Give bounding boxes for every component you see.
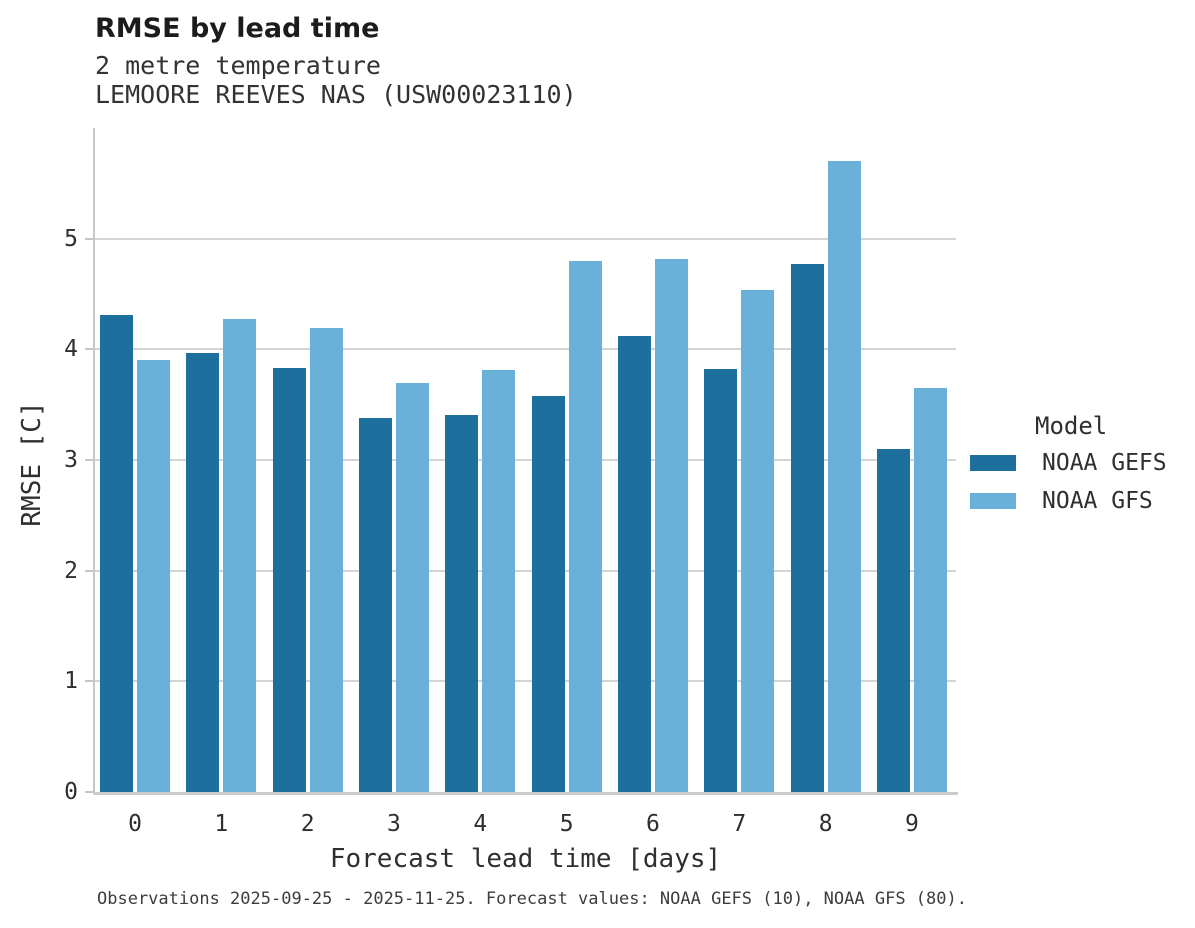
bar-noaa-gfs-lead-1 xyxy=(223,319,257,792)
bar-noaa-gfs-lead-5 xyxy=(568,261,602,792)
y-tick-label-3: 3 xyxy=(64,447,78,473)
bar-noaa-gefs-lead-8 xyxy=(790,264,824,792)
legend: Model NOAA GEFS NOAA GFS xyxy=(970,412,1167,526)
plot-area xyxy=(95,128,956,792)
chart-subtitle-variable: 2 metre temperature xyxy=(95,51,381,80)
gridline-y-2 xyxy=(95,569,956,572)
x-tick-label-6: 6 xyxy=(646,811,660,837)
x-tick-label-4: 4 xyxy=(473,811,488,837)
bar-noaa-gfs-lead-7 xyxy=(741,290,775,792)
x-axis-title: Forecast lead time [days] xyxy=(329,844,722,874)
bar-noaa-gfs-lead-9 xyxy=(913,388,947,792)
bar-noaa-gfs-lead-6 xyxy=(654,259,688,792)
x-tick-label-8: 8 xyxy=(818,811,833,837)
x-tick-label-7: 7 xyxy=(732,811,747,837)
bar-noaa-gefs-lead-3 xyxy=(358,418,392,792)
chart-title: RMSE by lead time xyxy=(95,13,380,44)
chart-header: RMSE by lead time 2 metre temperature LE… xyxy=(95,13,577,110)
x-tick-label-0: 0 xyxy=(128,811,142,837)
x-tick-label-9: 9 xyxy=(905,811,919,837)
y-axis-line xyxy=(93,128,95,792)
y-tick-mark-3 xyxy=(85,459,93,461)
bar-noaa-gfs-lead-3 xyxy=(395,383,429,792)
bar-noaa-gefs-lead-6 xyxy=(617,336,651,792)
y-tick-label-5: 5 xyxy=(64,225,78,252)
y-tick-label-2: 2 xyxy=(64,557,78,584)
y-tick-mark-5 xyxy=(85,237,93,240)
y-tick-mark-2 xyxy=(85,569,93,572)
x-tick-label-3: 3 xyxy=(387,811,401,837)
gridline-y-1 xyxy=(95,680,956,683)
bar-noaa-gfs-lead-2 xyxy=(309,328,343,792)
bar-noaa-gefs-lead-2 xyxy=(272,368,306,792)
y-tick-mark-0 xyxy=(85,791,93,793)
bar-noaa-gefs-lead-1 xyxy=(186,353,220,792)
bar-noaa-gefs-lead-4 xyxy=(445,415,479,792)
x-tick-label-1: 1 xyxy=(214,811,229,837)
y-tick-label-0: 0 xyxy=(64,779,78,805)
y-tick-mark-1 xyxy=(85,680,93,683)
y-tick-label-1: 1 xyxy=(64,668,78,695)
legend-title: Model xyxy=(1035,412,1108,440)
y-tick-label-4: 4 xyxy=(64,336,78,363)
y-axis-title: RMSE [C] xyxy=(17,401,47,527)
legend-swatch-noaa-gfs xyxy=(970,493,1016,509)
x-tick-label-2: 2 xyxy=(300,811,315,837)
bar-noaa-gfs-lead-4 xyxy=(482,370,516,792)
bar-noaa-gefs-lead-7 xyxy=(704,369,738,792)
legend-swatch-noaa-gefs xyxy=(970,455,1016,471)
gridline-y-4 xyxy=(95,348,956,351)
legend-label-noaa-gefs: NOAA GEFS xyxy=(1042,450,1167,476)
x-axis-line xyxy=(93,792,958,795)
x-tick-label-5: 5 xyxy=(559,811,574,837)
chart-subtitle-station: LEMOORE REEVES NAS (USW00023110) xyxy=(95,80,577,109)
gridline-y-3 xyxy=(95,459,956,461)
legend-item-noaa-gefs: NOAA GEFS xyxy=(970,450,1167,476)
gridline-y-5 xyxy=(95,237,956,240)
bar-noaa-gefs-lead-9 xyxy=(876,449,910,792)
chart-caption: Observations 2025-09-25 - 2025-11-25. Fo… xyxy=(97,889,967,909)
y-tick-mark-4 xyxy=(85,348,93,351)
bar-noaa-gefs-lead-5 xyxy=(531,396,565,792)
bar-noaa-gfs-lead-8 xyxy=(827,161,861,792)
bar-noaa-gefs-lead-0 xyxy=(100,315,133,792)
legend-label-noaa-gfs: NOAA GFS xyxy=(1042,488,1153,514)
bar-noaa-gfs-lead-0 xyxy=(137,360,170,792)
legend-item-noaa-gfs: NOAA GFS xyxy=(970,488,1167,514)
